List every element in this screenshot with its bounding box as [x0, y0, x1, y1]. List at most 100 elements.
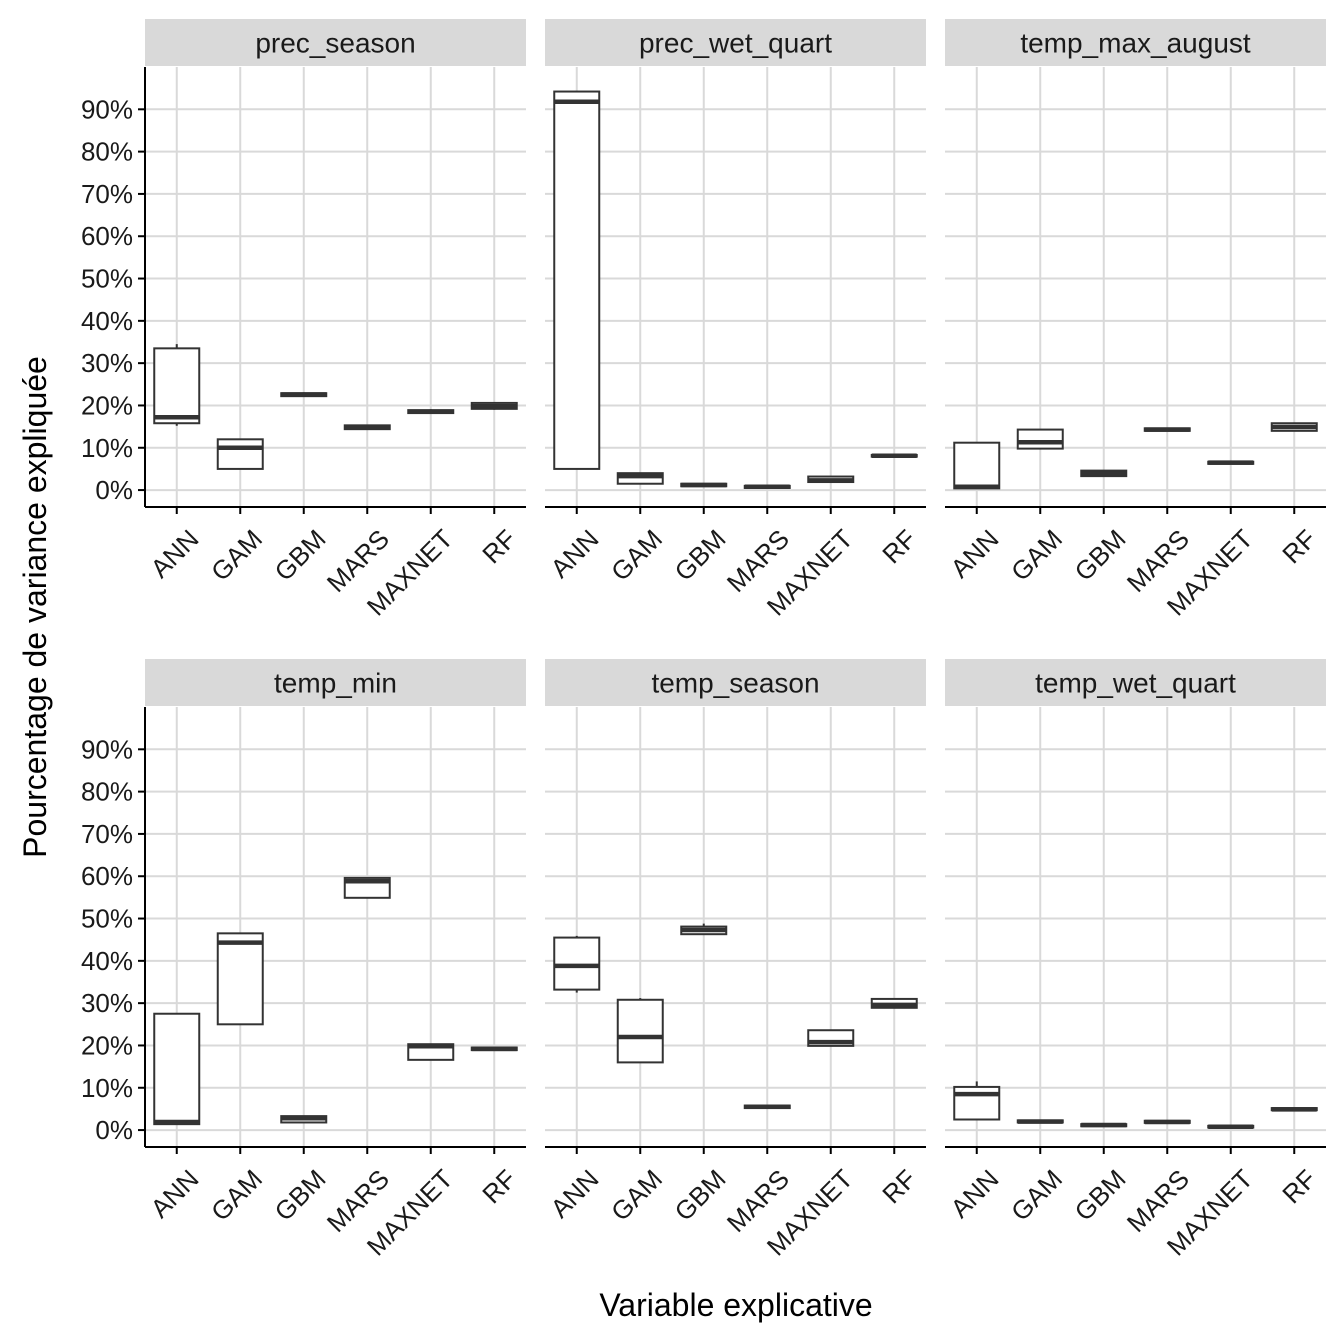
- y-tick-label: 50%: [81, 904, 133, 934]
- box-maxnet: [1207, 1124, 1255, 1129]
- box-iqr: [216, 932, 264, 1026]
- box-iqr: [616, 472, 664, 485]
- y-tick-label: 70%: [81, 819, 133, 849]
- facet-strip: [945, 659, 1326, 706]
- box-mars: [1143, 1119, 1191, 1125]
- y-tick-label: 90%: [81, 94, 133, 124]
- y-tick-label: 10%: [81, 433, 133, 463]
- box-iqr: [953, 1085, 1001, 1121]
- box-iqr: [1016, 428, 1064, 450]
- x-tick-label: ANN: [145, 524, 205, 584]
- y-tick-label: 20%: [81, 1030, 133, 1060]
- facet-title: temp_min: [274, 668, 397, 699]
- facet-title: prec_wet_quart: [639, 28, 832, 59]
- box-mars: [743, 484, 791, 489]
- box-gam: [616, 472, 664, 485]
- box-gam: [1016, 428, 1064, 450]
- box-rf: [470, 1046, 518, 1052]
- box-mars: [743, 1104, 791, 1110]
- x-tick-label: ANN: [945, 524, 1005, 584]
- box-maxnet: [1207, 460, 1255, 465]
- box-gbm: [1080, 1122, 1128, 1128]
- box-rf: [1270, 422, 1318, 432]
- y-tick-label: 80%: [81, 137, 133, 167]
- box-gam: [1016, 1119, 1064, 1124]
- box-maxnet: [407, 409, 455, 415]
- box-ann: [953, 441, 1001, 490]
- box-rf: [1270, 1107, 1318, 1112]
- x-tick-label: RF: [876, 1164, 922, 1210]
- box-mars: [343, 876, 391, 899]
- x-tick-label: GAM: [1005, 1164, 1068, 1227]
- facet-strip: [945, 19, 1326, 66]
- box-ann: [953, 1081, 1001, 1121]
- box-gbm: [680, 482, 728, 488]
- box-iqr: [553, 936, 601, 991]
- y-tick-label: 20%: [81, 390, 133, 420]
- x-tick-label: ANN: [545, 524, 605, 584]
- x-tick-label: ANN: [545, 1164, 605, 1224]
- y-tick-label: 40%: [81, 946, 133, 976]
- x-tick-label: GAM: [205, 524, 268, 587]
- y-tick-label: 60%: [81, 221, 133, 251]
- facet-strip: [145, 19, 526, 66]
- facet-title: temp_wet_quart: [1035, 668, 1236, 699]
- box-iqr: [153, 347, 201, 425]
- facet-strip: [145, 659, 526, 706]
- box-ann: [153, 344, 201, 426]
- x-tick-label: ANN: [945, 1164, 1005, 1224]
- facet-title: temp_season: [651, 668, 819, 699]
- box-mars: [1143, 427, 1191, 432]
- y-tick-label: 50%: [81, 264, 133, 294]
- box-iqr: [953, 441, 1001, 490]
- box-gbm: [680, 923, 728, 936]
- y-tick-label: 10%: [81, 1073, 133, 1103]
- box-iqr: [553, 90, 601, 470]
- box-gam: [216, 932, 264, 1026]
- y-tick-label: 0%: [95, 1115, 133, 1145]
- box-gbm: [1080, 469, 1128, 478]
- x-tick-label: RF: [1276, 524, 1322, 570]
- x-tick-label: GAM: [1005, 524, 1068, 587]
- x-tick-label: GAM: [605, 524, 668, 587]
- box-maxnet: [407, 1043, 455, 1061]
- box-ann: [553, 935, 601, 993]
- box-maxnet: [807, 475, 855, 484]
- y-tick-label: 0%: [95, 475, 133, 505]
- box-maxnet: [807, 1029, 855, 1047]
- box-ann: [153, 1012, 201, 1126]
- y-tick-label: 70%: [81, 179, 133, 209]
- x-tick-label: ANN: [145, 1164, 205, 1224]
- box-ann: [553, 90, 601, 470]
- x-tick-label: RF: [476, 1164, 522, 1210]
- y-tick-label: 30%: [81, 988, 133, 1018]
- box-gam: [616, 998, 664, 1064]
- x-tick-label: GAM: [605, 1164, 668, 1227]
- box-gbm: [280, 392, 328, 398]
- box-rf: [470, 401, 518, 410]
- x-axis-title: Variable explicative: [599, 1287, 872, 1323]
- facet-title: prec_season: [255, 28, 415, 59]
- box-rf: [870, 453, 918, 459]
- box-iqr: [153, 1012, 201, 1126]
- y-tick-label: 40%: [81, 306, 133, 336]
- box-rf: [870, 997, 918, 1009]
- x-tick-label: RF: [876, 524, 922, 570]
- y-tick-label: 60%: [81, 861, 133, 891]
- box-iqr: [616, 998, 664, 1064]
- box-mars: [343, 424, 391, 431]
- box-iqr: [216, 438, 264, 470]
- x-tick-label: GAM: [205, 1164, 268, 1227]
- facet-title: temp_max_august: [1020, 28, 1251, 59]
- facet-strip: [545, 659, 926, 706]
- box-gam: [216, 438, 264, 470]
- y-tick-label: 90%: [81, 734, 133, 764]
